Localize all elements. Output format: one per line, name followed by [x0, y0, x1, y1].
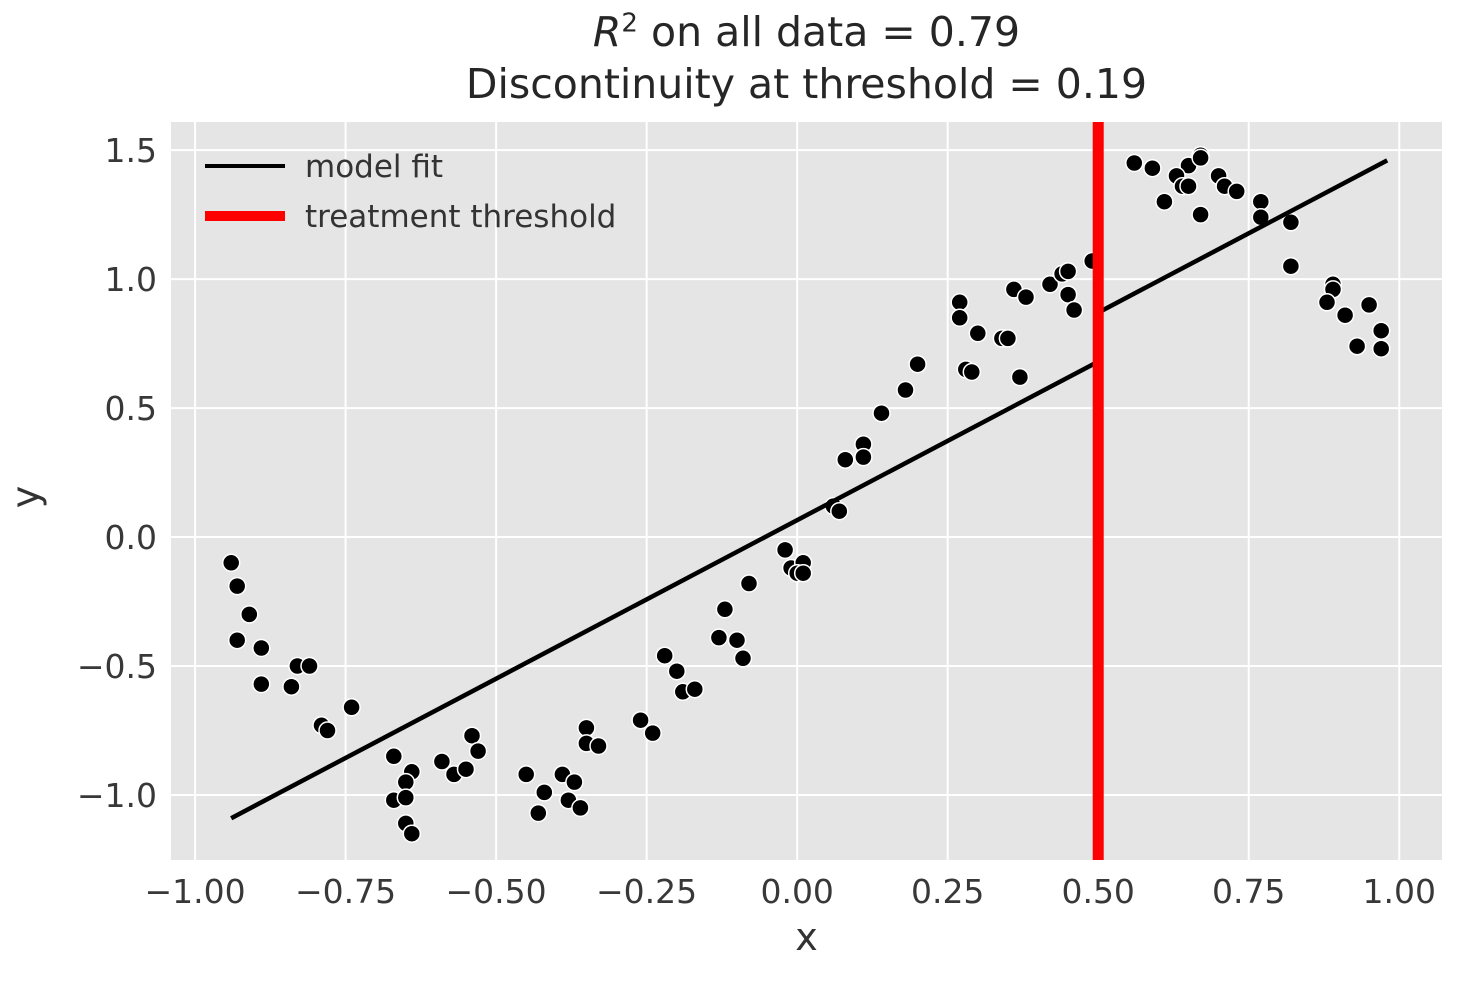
data-point — [1335, 305, 1355, 325]
data-point — [1281, 256, 1301, 276]
data-point — [1040, 275, 1060, 294]
data-point — [565, 772, 584, 792]
x-tick-label: 1.00 — [1363, 872, 1436, 911]
chart-title-line1: R2 on all data = 0.79 — [171, 6, 1442, 58]
data-point — [836, 450, 855, 469]
chart-title-line1-text: on all data = 0.79 — [637, 8, 1021, 56]
data-point — [589, 736, 608, 756]
data-point — [1064, 300, 1084, 320]
chart-title: R2 on all data = 0.79 Discontinuity at t… — [171, 6, 1442, 111]
data-point — [715, 600, 735, 619]
data-point — [998, 329, 1018, 348]
x-tick-label: −0.75 — [295, 872, 396, 911]
y-tick-label: 0.5 — [105, 389, 157, 428]
x-tick-label: 0.25 — [911, 872, 984, 911]
data-point — [968, 324, 988, 343]
data-point — [950, 293, 969, 312]
r-squared-symbol: R — [592, 8, 622, 56]
legend-threshold-label: treatment threshold — [305, 199, 616, 235]
data-point — [667, 661, 687, 681]
x-tick-label: −0.25 — [596, 872, 697, 911]
x-tick-label: 0.75 — [1212, 872, 1285, 911]
data-point — [300, 656, 319, 676]
data-point — [1359, 295, 1379, 315]
data-point — [775, 540, 795, 560]
x-axis-label: x — [795, 915, 818, 959]
x-tick-label: −1.00 — [145, 872, 246, 911]
data-point — [1010, 367, 1030, 387]
data-point — [1179, 176, 1198, 196]
data-point — [577, 718, 596, 738]
data-point — [1125, 153, 1144, 173]
data-point — [1191, 148, 1210, 168]
data-point — [402, 824, 422, 843]
y-tick-label: −0.5 — [77, 647, 157, 686]
data-point — [908, 354, 927, 374]
data-point — [1058, 262, 1078, 281]
data-point — [727, 630, 747, 650]
data-point — [1058, 285, 1078, 304]
data-point — [962, 362, 982, 382]
data-point — [1371, 321, 1391, 340]
y-tick-label: −1.0 — [77, 776, 157, 815]
data-point — [1251, 192, 1271, 211]
data-point — [396, 788, 416, 807]
data-point — [342, 698, 361, 717]
chart-title-line2: Discontinuity at threshold = 0.19 — [465, 60, 1148, 109]
data-point — [872, 403, 891, 423]
data-point — [643, 723, 662, 743]
data-point — [1155, 192, 1174, 211]
y-tick-label: 1.5 — [105, 131, 157, 170]
data-point — [1016, 287, 1036, 307]
data-point — [318, 721, 337, 740]
data-point — [733, 649, 753, 668]
y-tick-label: 1.0 — [105, 260, 157, 299]
data-point — [432, 752, 452, 771]
data-point — [1191, 205, 1210, 224]
x-tick-label: 0.50 — [1061, 872, 1134, 911]
data-point — [854, 447, 873, 467]
x-tick-label: −0.50 — [446, 872, 547, 911]
data-point — [685, 679, 705, 699]
data-point — [221, 553, 241, 573]
data-point — [1227, 182, 1246, 201]
data-point — [468, 741, 488, 761]
data-point — [1347, 336, 1367, 356]
data-point — [384, 747, 404, 766]
y-axis-label: y — [3, 485, 48, 509]
data-point — [227, 630, 247, 650]
data-point — [631, 710, 650, 730]
data-point — [456, 759, 476, 779]
y-tick-label: 0.0 — [105, 518, 157, 557]
data-point — [282, 677, 301, 696]
data-point — [709, 628, 729, 647]
data-point — [1317, 293, 1337, 312]
data-point — [240, 605, 259, 624]
data-point — [252, 638, 271, 658]
x-tick-label: 0.00 — [760, 872, 833, 911]
r-squared-exponent: 2 — [621, 8, 638, 39]
data-point — [896, 380, 915, 400]
data-point — [535, 783, 554, 802]
data-point — [396, 772, 416, 792]
data-point — [793, 563, 813, 583]
data-point — [529, 803, 548, 823]
data-point — [462, 726, 482, 745]
data-point — [571, 798, 590, 818]
data-point — [830, 501, 849, 521]
data-point — [516, 765, 536, 784]
data-point — [1281, 213, 1301, 232]
data-point — [655, 646, 674, 665]
data-point — [227, 576, 247, 596]
data-point — [252, 674, 271, 694]
data-point — [739, 574, 759, 593]
legend-model-fit-label: model fit — [305, 149, 443, 185]
data-point — [1371, 339, 1391, 358]
data-point — [950, 308, 969, 328]
data-point — [1143, 158, 1162, 178]
